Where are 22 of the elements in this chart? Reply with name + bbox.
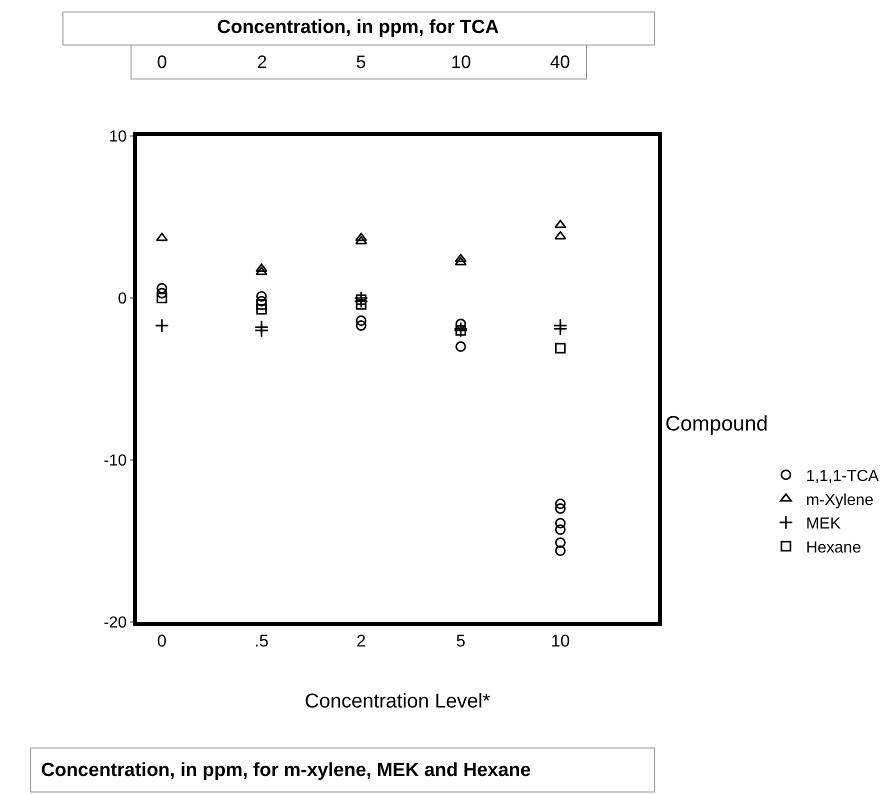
legend-label: m-Xylene (806, 492, 874, 509)
legend-label: MEK (806, 516, 841, 533)
x-tick-label: .5 (254, 631, 269, 650)
x-tick-label: 5 (456, 631, 466, 650)
text: 10 (451, 52, 472, 72)
y-tick-label: -20 (104, 614, 127, 632)
x-tick-label: 10 (550, 631, 570, 650)
x-axis-title: Concentration Level* (304, 690, 491, 712)
x2-axis-title: Concentration, in ppm, for TCA (217, 17, 500, 38)
text: 0 (157, 52, 168, 72)
legend-label: 1,1,1-TCA (806, 468, 880, 486)
x-tick-label: 2 (356, 631, 366, 650)
text: 2 (257, 52, 268, 72)
legend-title: Compound (665, 412, 768, 436)
y-tick-label: 10 (109, 128, 127, 146)
legend-label: Hexane (806, 539, 862, 556)
x-tick-label: 0 (157, 631, 167, 650)
text: 40 (550, 52, 570, 72)
y-tick-label: -10 (104, 452, 127, 470)
text: 5 (356, 52, 366, 72)
text: Concentration, in ppm, for m-xylene, MEK and Hexane (41, 760, 531, 781)
y-tick-label: 0 (118, 290, 127, 308)
